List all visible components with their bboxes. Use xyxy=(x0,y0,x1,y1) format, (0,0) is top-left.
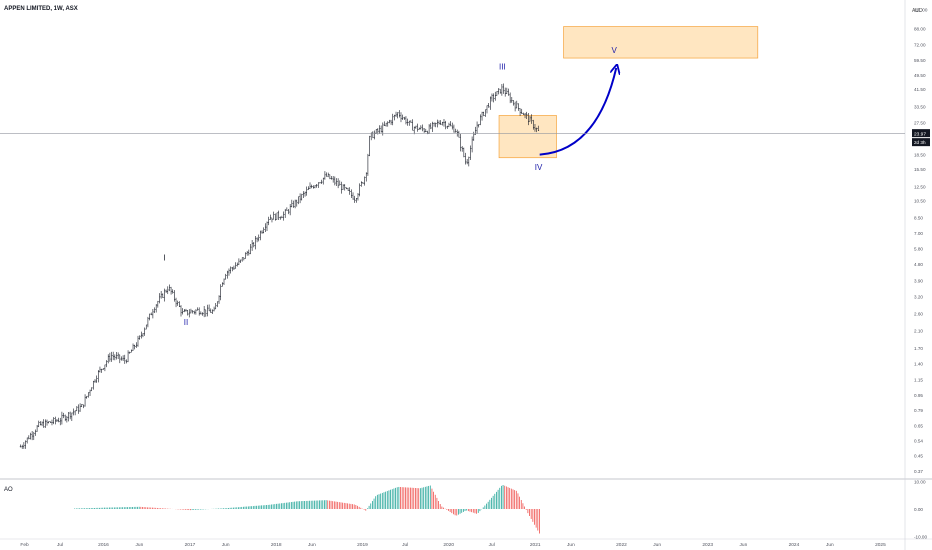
chart-title: APPEN LIMITED, 1W, ASX xyxy=(4,6,78,12)
y-tick-label: 3.90 xyxy=(914,279,923,284)
last-price-tag xyxy=(912,129,930,138)
wave-label-v: V xyxy=(611,46,617,55)
y-tick-label: 0.54 xyxy=(914,439,923,444)
y-tick-label: 88.00 xyxy=(914,26,926,31)
x-tick-label: Jun xyxy=(653,542,661,548)
wave-label-iv: IV xyxy=(535,163,543,172)
y-tick-label: 12.50 xyxy=(914,184,926,189)
y-tick-label: 72.00 xyxy=(914,43,926,48)
x-tick-label: 2017 xyxy=(185,542,196,548)
time-axis[interactable]: Feb Jul 2016 Jun 2017 Jun 2018 Jun 2019 Jul 2020 Ju… xyxy=(20,542,886,548)
y-tick-label: 15.50 xyxy=(914,167,926,172)
y-tick-label: 1.40 xyxy=(914,361,923,366)
x-tick-label: 2024 xyxy=(789,542,800,548)
ao-tick-label: 10.00 xyxy=(914,479,926,484)
y-tick-label: 111.00 xyxy=(914,8,928,13)
y-tick-label: 8.50 xyxy=(914,216,923,221)
indicator-label: AO xyxy=(4,487,13,493)
wave-label-i: I xyxy=(163,253,165,262)
target-zone xyxy=(563,26,759,59)
target-boxes xyxy=(498,26,759,159)
x-tick-label: 2023 xyxy=(702,542,713,548)
target-zone xyxy=(498,115,557,159)
y-tick-label: 5.80 xyxy=(914,246,923,251)
ao-tick-label: -10.00 xyxy=(914,535,927,540)
x-tick-label: Jul xyxy=(57,542,63,548)
x-tick-label: Jun xyxy=(308,542,316,548)
x-tick-label: 2019 xyxy=(357,542,368,548)
projection-arrow xyxy=(539,68,617,156)
y-tick-label: 1.15 xyxy=(914,377,923,382)
y-tick-label: 2.10 xyxy=(914,329,923,334)
y-tick-label: 0.45 xyxy=(914,453,923,458)
x-tick-label: Jul xyxy=(489,542,495,548)
x-tick-label: 2025 xyxy=(875,542,886,548)
ao-tick-label: 0.00 xyxy=(914,507,923,512)
y-tick-label: 0.65 xyxy=(914,424,923,429)
y-tick-label: 18.50 xyxy=(914,153,926,158)
last-price-label: 23.97 xyxy=(914,132,926,138)
x-tick-label: Jun xyxy=(740,542,748,548)
y-tick-label: 59.50 xyxy=(914,58,926,63)
x-tick-label: 2018 xyxy=(271,542,282,548)
wave-label-iii: III xyxy=(499,62,506,71)
price-axis[interactable]: 111.00 88.00 72.00 59.50 49.50 41.50 33.50 27.5… xyxy=(0,8,930,475)
countdown-tag xyxy=(912,138,930,147)
y-tick-label: 7.00 xyxy=(914,231,923,236)
y-tick-label: 0.79 xyxy=(914,408,923,413)
currency-label: AUD xyxy=(912,8,923,14)
x-tick-label: Jun xyxy=(567,542,575,548)
x-tick-label: 2016 xyxy=(98,542,109,548)
y-tick-label: 2.60 xyxy=(914,311,923,316)
x-tick-label: 2020 xyxy=(443,542,454,548)
x-tick-label: Jun xyxy=(826,542,834,548)
price-series xyxy=(19,83,540,449)
y-tick-label: 33.50 xyxy=(914,105,926,110)
x-tick-label: 2021 xyxy=(530,542,541,548)
y-tick-label: 41.50 xyxy=(914,87,926,92)
y-tick-label: 49.50 xyxy=(914,73,926,78)
y-tick-label: 3.20 xyxy=(914,295,923,300)
y-tick-label: 10.50 xyxy=(914,198,926,203)
ao-indicator-pane: AO 10.00 0.00 -10.00 xyxy=(4,479,927,539)
countdown-label: 2d 3h xyxy=(914,140,926,145)
x-tick-label: Jul xyxy=(402,542,408,548)
x-tick-label: Jun xyxy=(222,542,230,548)
projection-curve xyxy=(539,68,617,156)
x-tick-label: Feb xyxy=(20,542,29,548)
x-tick-label: Jun xyxy=(136,542,144,548)
y-tick-label: 0.95 xyxy=(914,393,923,398)
wave-label-ii: II xyxy=(184,318,188,327)
x-tick-label: 2022 xyxy=(616,542,627,548)
y-tick-label: 4.80 xyxy=(914,262,923,267)
y-tick-label: 0.37 xyxy=(914,469,923,474)
y-tick-label: 1.70 xyxy=(914,346,923,351)
y-tick-label: 27.50 xyxy=(914,121,926,126)
